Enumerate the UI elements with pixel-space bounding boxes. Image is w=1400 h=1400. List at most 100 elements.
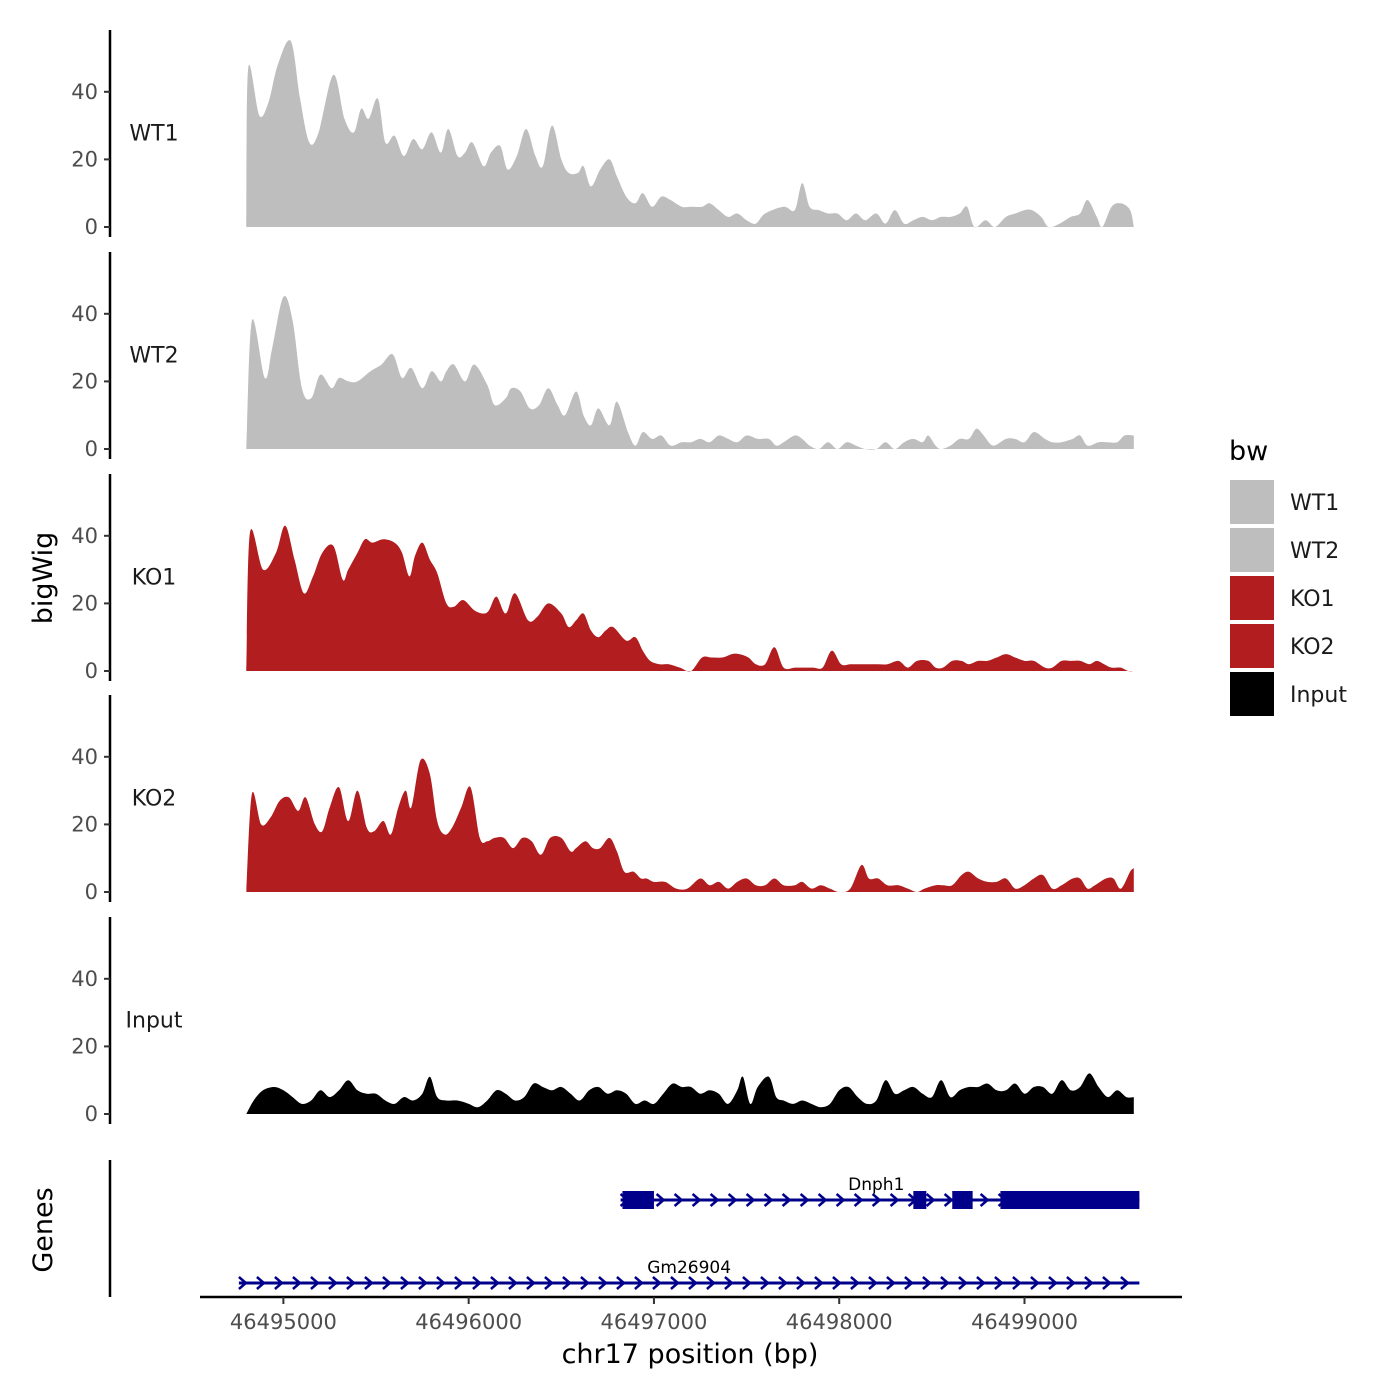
legend-label: KO2 bbox=[1290, 635, 1335, 660]
x-tick-label: 46497000 bbox=[600, 1310, 707, 1334]
strand-arrow bbox=[763, 1193, 774, 1207]
track-label: Input bbox=[126, 1009, 183, 1034]
strand-arrow bbox=[292, 1276, 302, 1290]
x-tick-label: 46499000 bbox=[971, 1310, 1078, 1334]
strand-arrow bbox=[1030, 1276, 1040, 1290]
strand-arrow bbox=[727, 1193, 738, 1207]
genes-axis-title: Genes bbox=[28, 1187, 59, 1272]
legend-title: bw bbox=[1229, 436, 1268, 467]
strand-arrow bbox=[760, 1276, 770, 1290]
legend-label: Input bbox=[1290, 683, 1347, 708]
strand-arrow bbox=[871, 1193, 882, 1207]
strand-arrow bbox=[634, 1276, 644, 1290]
strand-arrow bbox=[814, 1276, 824, 1290]
strand-arrow bbox=[436, 1276, 446, 1290]
strand-arrow bbox=[724, 1276, 734, 1290]
legend-swatch bbox=[1230, 480, 1274, 524]
legend-entry-wt2: WT2 bbox=[1230, 528, 1339, 572]
legend-swatch bbox=[1230, 672, 1274, 716]
strand-arrow bbox=[781, 1193, 792, 1207]
strand-arrow bbox=[976, 1276, 986, 1290]
strand-arrow bbox=[817, 1193, 828, 1207]
track-ko2: 0 20 40 KO2 bbox=[71, 695, 1134, 904]
x-axis: 46495000 46496000 46497000 46498000 46499000 bbox=[200, 1295, 1182, 1334]
y-tick-label: 20 bbox=[71, 369, 98, 393]
y-tick-label: 0 bbox=[85, 880, 98, 904]
strand-arrow bbox=[310, 1276, 320, 1290]
strand-arrow bbox=[799, 1193, 810, 1207]
y-tick-label: 20 bbox=[71, 812, 98, 836]
strand-arrow bbox=[850, 1276, 860, 1290]
strand-arrow bbox=[745, 1193, 756, 1207]
y-tick-label: 0 bbox=[85, 659, 98, 683]
y-tick-label: 40 bbox=[71, 302, 98, 326]
signal-tracks: 0 20 40 WT1 0 20 40 WT2 0 20 40 KO1 0 20 40 KO2 0 20 40 Inp… bbox=[71, 30, 1134, 1126]
strand-arrow bbox=[670, 1276, 680, 1290]
y-tick-label: 0 bbox=[85, 1102, 98, 1126]
gene-gm26904: Gm26904 bbox=[238, 1258, 1140, 1290]
track-label: WT2 bbox=[129, 344, 178, 369]
y-tick-label: 40 bbox=[71, 524, 98, 548]
legend-entry-ko2: KO2 bbox=[1230, 624, 1335, 668]
strand-arrow bbox=[238, 1276, 248, 1290]
strand-arrow bbox=[616, 1276, 626, 1290]
strand-arrow bbox=[598, 1276, 608, 1290]
area-input bbox=[246, 1073, 1134, 1114]
y-tick-label: 20 bbox=[71, 147, 98, 171]
strand-arrow bbox=[655, 1193, 666, 1207]
strand-arrow bbox=[652, 1276, 662, 1290]
strand-arrow bbox=[673, 1193, 684, 1207]
strand-arrow bbox=[835, 1193, 846, 1207]
legend-label: KO1 bbox=[1290, 587, 1335, 612]
track-wt2: 0 20 40 WT2 bbox=[71, 252, 1134, 461]
strand-arrow bbox=[580, 1276, 590, 1290]
track-label: KO1 bbox=[132, 566, 177, 591]
legend-entry-ko1: KO1 bbox=[1230, 576, 1335, 620]
strand-arrow bbox=[274, 1276, 284, 1290]
strand-arrow bbox=[472, 1276, 482, 1290]
strand-arrow bbox=[256, 1276, 266, 1290]
strand-arrow bbox=[544, 1276, 554, 1290]
strand-arrow bbox=[868, 1276, 878, 1290]
track-ko1: 0 20 40 KO1 bbox=[71, 474, 1134, 683]
gene-label: Dnph1 bbox=[848, 1175, 904, 1195]
track-wt1: 0 20 40 WT1 bbox=[71, 30, 1134, 239]
strand-arrow bbox=[400, 1276, 410, 1290]
y-tick-label: 40 bbox=[71, 967, 98, 991]
strand-arrow bbox=[958, 1276, 968, 1290]
strand-arrow bbox=[706, 1276, 716, 1290]
strand-arrow bbox=[562, 1276, 572, 1290]
gene-dnph1: Dnph1 bbox=[619, 1175, 1140, 1209]
strand-arrow bbox=[1066, 1276, 1076, 1290]
x-tick-label: 46495000 bbox=[230, 1310, 337, 1334]
strand-arrow bbox=[796, 1276, 806, 1290]
y-tick-label: 40 bbox=[71, 745, 98, 769]
y-tick-label: 20 bbox=[71, 591, 98, 615]
strand-arrow bbox=[382, 1276, 392, 1290]
genes-panel: Dnph1 Gm26904 bbox=[108, 1160, 1140, 1297]
strand-arrow bbox=[979, 1193, 990, 1207]
strand-arrow bbox=[691, 1193, 702, 1207]
y-tick-label: 20 bbox=[71, 1034, 98, 1058]
area-ko2 bbox=[246, 758, 1134, 893]
legend-entry-wt1: WT1 bbox=[1230, 480, 1339, 524]
strand-arrow bbox=[709, 1193, 720, 1207]
strand-arrow bbox=[688, 1276, 698, 1290]
legend-swatch bbox=[1230, 528, 1274, 572]
track-label: KO2 bbox=[132, 787, 177, 812]
strand-arrow bbox=[922, 1276, 932, 1290]
strand-arrow bbox=[328, 1276, 338, 1290]
strand-arrow bbox=[889, 1193, 900, 1207]
strand-arrow bbox=[346, 1276, 356, 1290]
strand-arrow bbox=[508, 1276, 518, 1290]
y-tick-label: 40 bbox=[71, 80, 98, 104]
legend-swatch bbox=[1230, 624, 1274, 668]
strand-arrow bbox=[1102, 1276, 1112, 1290]
legend-swatch bbox=[1230, 576, 1274, 620]
x-tick-label: 46496000 bbox=[415, 1310, 522, 1334]
strand-arrow bbox=[886, 1276, 896, 1290]
strand-arrow bbox=[1048, 1276, 1058, 1290]
track-input: 0 20 40 Input bbox=[71, 917, 1134, 1126]
strand-arrow bbox=[904, 1276, 914, 1290]
strand-arrow bbox=[925, 1193, 936, 1207]
